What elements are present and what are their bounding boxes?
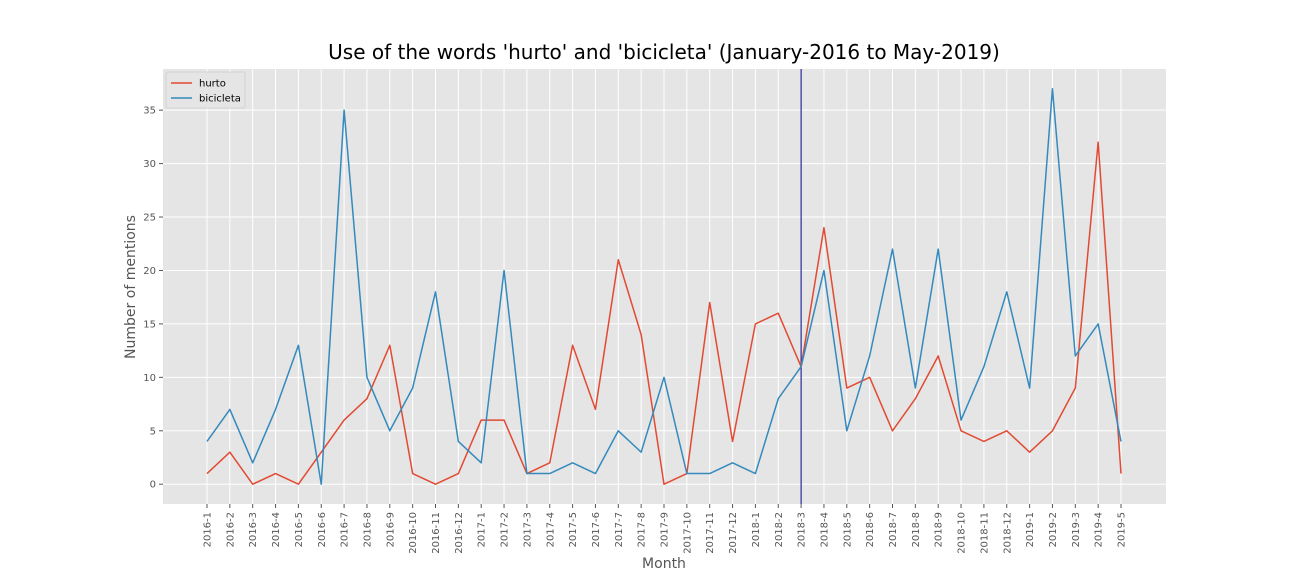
x-tick-label: 2016-6 bbox=[317, 512, 328, 547]
y-tick-label: 5 bbox=[150, 426, 156, 437]
x-tick-label: 2016-5 bbox=[294, 512, 305, 547]
x-tick-label: 2017-5 bbox=[568, 512, 579, 547]
x-tick-label: 2016-12 bbox=[454, 512, 465, 554]
x-tick-label: 2016-7 bbox=[340, 512, 351, 547]
x-tick-label: 2017-11 bbox=[705, 512, 716, 554]
x-tick-label: 2016-11 bbox=[431, 512, 442, 554]
x-tick-label: 2016-3 bbox=[248, 512, 259, 547]
x-tick-label: 2016-1 bbox=[203, 512, 214, 547]
x-tick-label: 2018-10 bbox=[957, 512, 968, 554]
x-tick-label: 2018-9 bbox=[934, 512, 945, 547]
x-tick-label: 2017-7 bbox=[614, 512, 625, 547]
x-axis-ticks: 2016-1 2016-2 2016-3 2016-4 2016-5 2016-6 2016… bbox=[203, 504, 1128, 554]
x-tick-label: 2019-5 bbox=[1117, 512, 1128, 547]
x-tick-label: 2018-5 bbox=[842, 512, 853, 547]
x-tick-label: 2018-6 bbox=[865, 512, 876, 547]
x-tick-label: 2018-2 bbox=[774, 512, 785, 547]
x-tick-label: 2017-3 bbox=[522, 512, 533, 547]
x-tick-label: 2017-12 bbox=[728, 512, 739, 554]
x-tick-label: 2017-8 bbox=[637, 512, 648, 547]
x-tick-label: 2019-3 bbox=[1071, 512, 1082, 547]
series-line-bicicleta bbox=[206, 88, 1122, 485]
x-axis-label: Month bbox=[642, 556, 686, 572]
x-tick-label: 2016-4 bbox=[271, 512, 282, 547]
y-axis-ticks: 0 5 10 15 20 25 30 35 bbox=[143, 106, 163, 491]
x-tick-label: 2017-9 bbox=[660, 512, 671, 547]
x-tick-label: 2016-8 bbox=[362, 512, 373, 547]
x-tick-label: 2016-2 bbox=[225, 512, 236, 547]
y-tick-label: 25 bbox=[143, 213, 156, 224]
legend-label-hurto: hurto bbox=[199, 79, 226, 90]
y-tick-label: 35 bbox=[143, 106, 156, 117]
x-tick-label: 2018-7 bbox=[888, 512, 899, 547]
x-tick-label: 2017-2 bbox=[500, 512, 511, 547]
x-tick-label: 2019-1 bbox=[1025, 512, 1036, 547]
series-layer bbox=[206, 88, 1122, 485]
y-axis-label: Number of mentions bbox=[123, 215, 139, 359]
legend: hurto bicicleta bbox=[165, 71, 246, 109]
x-tick-label: 2016-10 bbox=[408, 512, 419, 554]
x-tick-label: 2018-12 bbox=[1002, 512, 1013, 554]
series-line-hurto bbox=[206, 141, 1122, 485]
x-tick-label: 2017-6 bbox=[591, 512, 602, 547]
x-tick-label: 2019-2 bbox=[1048, 512, 1059, 547]
x-tick-label: 2016-9 bbox=[385, 512, 396, 547]
x-tick-label: 2018-1 bbox=[751, 512, 762, 547]
legend-box bbox=[165, 71, 246, 109]
y-tick-label: 15 bbox=[143, 319, 156, 330]
x-tick-label: 2018-4 bbox=[819, 512, 830, 547]
y-tick-label: 30 bbox=[143, 159, 156, 170]
y-tick-label: 20 bbox=[143, 266, 156, 277]
legend-label-bicicleta: bicicleta bbox=[199, 94, 241, 105]
x-tick-label: 2017-1 bbox=[477, 512, 488, 547]
chart-title: Use of the words 'hurto' and 'bicicleta'… bbox=[328, 40, 1000, 64]
x-tick-label: 2018-3 bbox=[797, 512, 808, 547]
y-tick-label: 0 bbox=[150, 480, 156, 491]
x-tick-label: 2019-4 bbox=[1094, 512, 1105, 547]
x-tick-label: 2018-8 bbox=[911, 512, 922, 547]
x-tick-label: 2018-11 bbox=[979, 512, 990, 554]
x-tick-label: 2017-10 bbox=[682, 512, 693, 554]
x-tick-label: 2017-4 bbox=[545, 512, 556, 547]
y-tick-label: 10 bbox=[143, 373, 156, 384]
